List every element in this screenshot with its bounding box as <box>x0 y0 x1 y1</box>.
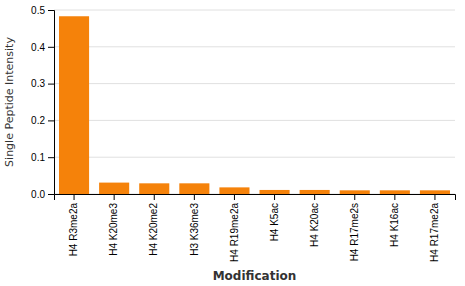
bar <box>139 183 169 194</box>
x-axis: H4 R3me2a H4 K20me3 H4 K20me2 H3 K36me3 H4 R… <box>55 194 456 262</box>
y-tick-mark <box>48 120 54 121</box>
y-tick: 0.0 <box>31 189 54 200</box>
x-tick-label: H4 K5ac <box>269 203 280 241</box>
bar <box>179 183 209 194</box>
x-tick-mark <box>74 194 75 200</box>
bar <box>420 190 450 194</box>
y-axis: 0.0 0.1 0.2 0.3 0.4 0.5 <box>31 5 54 200</box>
x-tick-label: H4 K16ac <box>389 203 400 247</box>
x-tick-mark <box>394 194 395 200</box>
x-tick: H4 R17me2a <box>429 194 440 262</box>
bars <box>59 16 450 194</box>
y-tick: 0.5 <box>31 5 54 16</box>
bar <box>380 190 410 194</box>
bar <box>59 16 89 194</box>
grid-line <box>54 46 455 47</box>
x-tick: H4 K20me2 <box>148 194 159 256</box>
grid-line <box>54 10 455 11</box>
x-tick-label: H4 R17me2s <box>349 203 360 261</box>
y-tick-mark <box>48 84 54 85</box>
x-axis-title: Modification <box>213 269 297 283</box>
x-tick: H3 K36me3 <box>189 194 200 256</box>
y-tick-label: 0.4 <box>31 42 45 53</box>
y-tick-label: 0.5 <box>31 5 45 16</box>
x-tick-label: H4 R19me2a <box>229 203 240 262</box>
grid-line <box>54 120 455 121</box>
bar <box>340 190 370 194</box>
y-tick: 0.1 <box>31 152 54 163</box>
x-tick-mark <box>354 194 355 200</box>
x-axis-line <box>55 195 456 201</box>
x-tick-mark <box>274 194 275 200</box>
y-tick-label: 0.3 <box>31 78 45 89</box>
x-tick-label: H3 K36me3 <box>189 203 200 256</box>
x-tick-label: H4 R17me2a <box>429 203 440 262</box>
grid-line <box>54 83 455 84</box>
bar <box>300 190 330 194</box>
x-tick: H4 R3me2a <box>68 194 79 256</box>
y-tick-mark <box>48 47 54 48</box>
x-tick-label: H4 K20me2 <box>148 203 159 256</box>
y-tick: 0.2 <box>31 115 54 126</box>
y-axis-title: Single Peptide Intensity <box>3 37 16 167</box>
x-tick: H4 K20me3 <box>108 194 119 256</box>
y-tick-label: 0.2 <box>31 115 45 126</box>
x-tick-label: H4 K20me3 <box>108 203 119 256</box>
x-tick-mark <box>154 194 155 200</box>
x-tick: H4 K5ac <box>269 194 280 241</box>
y-tick-mark <box>48 10 54 11</box>
x-tick-label: H4 R3me2a <box>68 203 79 257</box>
y-axis-line <box>48 11 55 195</box>
grid-line <box>54 157 455 158</box>
x-tick-mark <box>234 194 235 200</box>
grid <box>54 10 455 194</box>
x-tick: H4 K16ac <box>389 194 400 247</box>
bar <box>219 187 249 194</box>
x-tick-mark <box>114 194 115 200</box>
y-tick: 0.4 <box>31 42 54 53</box>
y-tick-label: 0.0 <box>31 189 45 200</box>
plot: 0.0 0.1 0.2 0.3 0.4 0.5 H4 R3me2a H4 K20me3 H4 K… <box>31 5 455 262</box>
bar <box>99 183 129 194</box>
x-tick: H4 R17me2s <box>349 194 360 261</box>
y-tick-mark <box>48 157 54 158</box>
x-tick: H4 R19me2a <box>229 194 240 262</box>
chart: 0.0 0.1 0.2 0.3 0.4 0.5 H4 R3me2a H4 K20me3 H4 K… <box>0 0 465 286</box>
bar <box>260 190 290 194</box>
x-tick-mark <box>194 194 195 200</box>
x-tick: H4 K20ac <box>309 194 320 247</box>
x-tick-mark <box>434 194 435 200</box>
x-tick-mark <box>314 194 315 200</box>
y-tick-label: 0.1 <box>31 152 45 163</box>
x-tick-label: H4 K20ac <box>309 203 320 247</box>
y-tick: 0.3 <box>31 78 54 89</box>
y-tick-mark <box>48 194 54 195</box>
